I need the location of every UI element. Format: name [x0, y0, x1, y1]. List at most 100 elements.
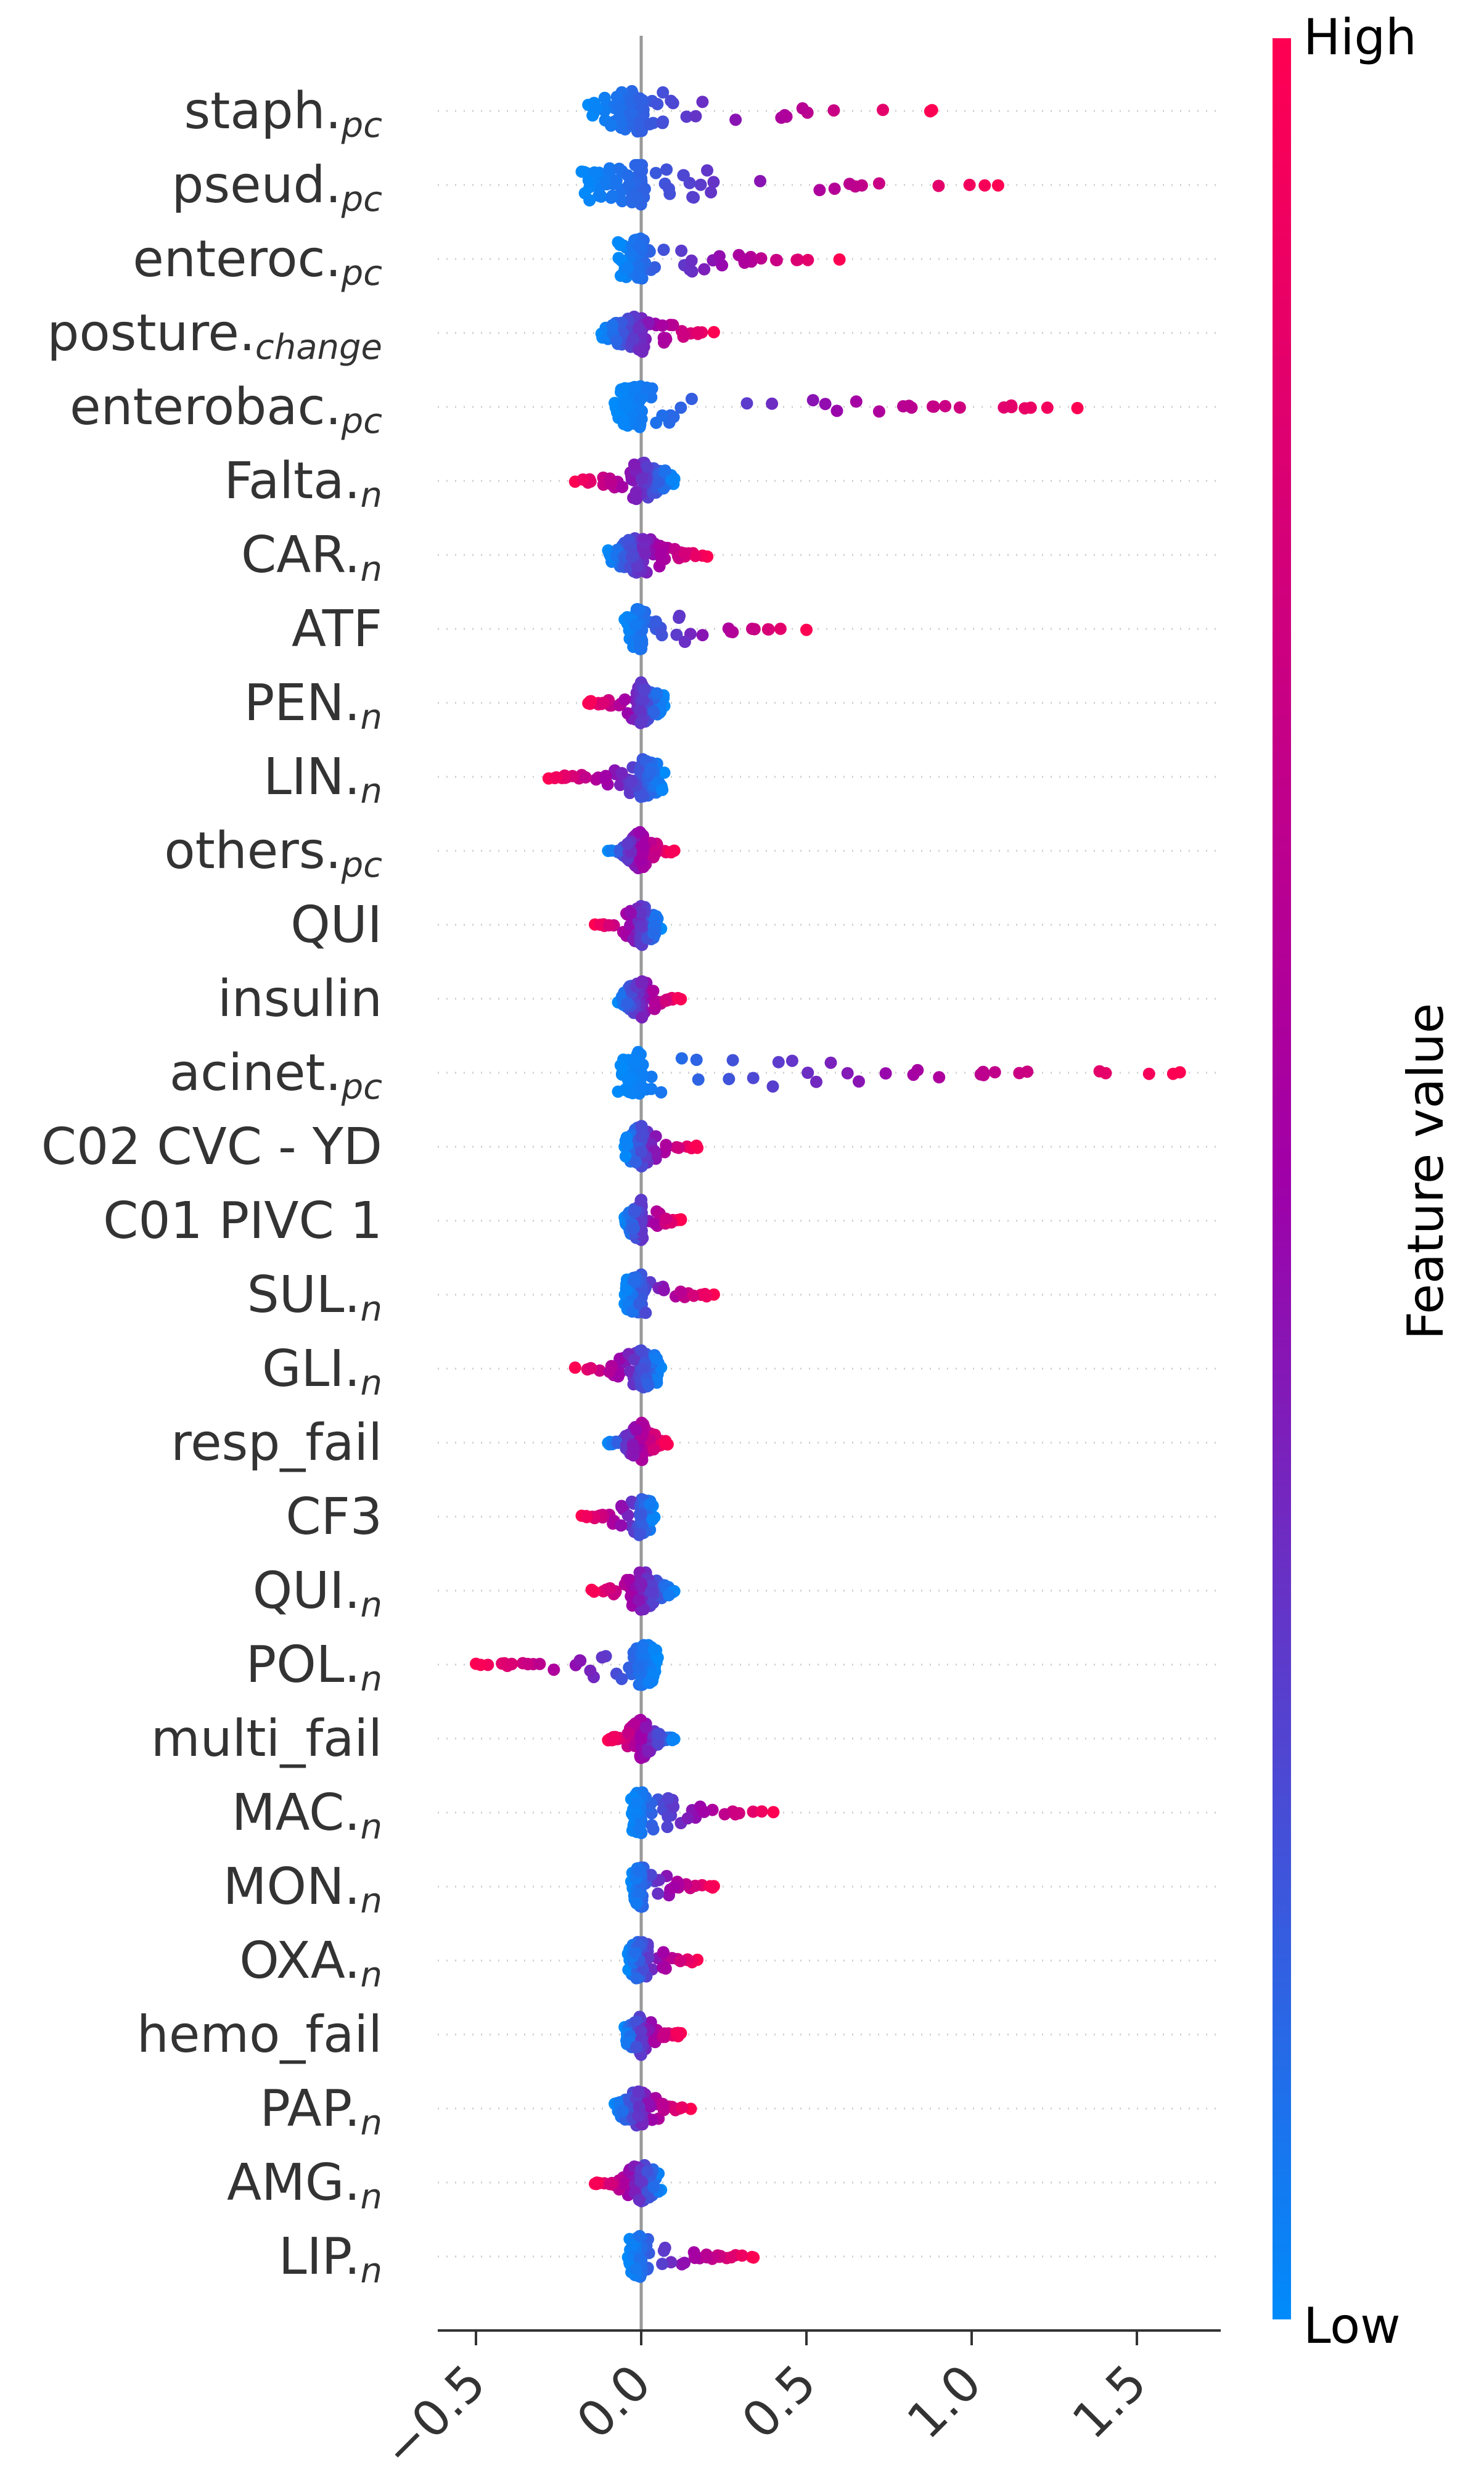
- data-point: [780, 110, 793, 123]
- data-point: [604, 472, 617, 485]
- feature-label: C02 CVC - YD: [41, 1118, 382, 1176]
- data-point: [628, 458, 641, 471]
- feature-label: others.pc: [164, 822, 382, 885]
- data-point: [665, 473, 678, 486]
- feature-label-base: CAR.: [241, 526, 360, 584]
- feature-label-base: staph.: [184, 82, 341, 141]
- feature-label-base: C01 PIVC 1: [103, 1192, 382, 1250]
- data-point: [634, 92, 646, 105]
- data-point: [614, 1059, 627, 1072]
- data-point: [1099, 1067, 1112, 1080]
- data-point: [850, 395, 863, 408]
- data-point: [634, 239, 646, 252]
- x-tick-label: 0.0: [566, 2354, 662, 2450]
- feature-label-base: insulin: [218, 970, 382, 1028]
- data-point: [677, 329, 690, 342]
- data-point: [627, 1442, 640, 1455]
- data-point: [689, 110, 702, 123]
- data-point: [703, 1880, 716, 1893]
- feature-label-base: LIP.: [279, 2228, 361, 2286]
- data-point: [631, 560, 644, 573]
- feature-label-base: QUI.: [253, 1562, 361, 1620]
- feature-label: SUL.n: [247, 1266, 382, 1329]
- data-point: [662, 1792, 674, 1805]
- data-point: [830, 404, 843, 417]
- data-point: [745, 2250, 758, 2263]
- data-point: [762, 623, 775, 636]
- data-point: [598, 91, 611, 104]
- data-point: [631, 1796, 644, 1809]
- data-point: [650, 416, 663, 429]
- data-point: [678, 636, 691, 648]
- data-point: [678, 547, 691, 560]
- data-point: [604, 1582, 617, 1595]
- data-point: [657, 244, 670, 256]
- data-point: [911, 1064, 924, 1076]
- data-point: [625, 776, 637, 789]
- feature-label-base: PAP.: [260, 2080, 360, 2138]
- data-point: [736, 2249, 748, 2262]
- data-point: [639, 1306, 652, 1319]
- data-point: [615, 1673, 628, 1686]
- feature-label: ATF: [292, 600, 382, 658]
- feature-label-subscript: n: [361, 549, 383, 589]
- feature-label: staph.pc: [184, 82, 382, 146]
- feature-label-base: multi_fail: [151, 1710, 382, 1768]
- data-point: [634, 906, 647, 919]
- data-point: [474, 1658, 487, 1671]
- data-point: [589, 773, 602, 786]
- data-point: [1024, 401, 1037, 414]
- data-point: [879, 1067, 892, 1080]
- feature-label: CF3: [285, 1488, 382, 1546]
- data-point: [696, 629, 709, 642]
- feature-label: QUI: [290, 896, 382, 954]
- feature-label-base: posture.: [47, 304, 255, 363]
- data-point: [647, 985, 660, 998]
- data-point: [637, 1963, 650, 1976]
- data-point: [658, 2027, 671, 2040]
- data-point: [649, 166, 662, 179]
- feature-label: AMG.n: [227, 2154, 382, 2217]
- data-point: [644, 766, 657, 779]
- data-point: [623, 178, 636, 191]
- data-point: [680, 110, 693, 123]
- feature-label-subscript: n: [361, 2177, 383, 2217]
- data-point: [660, 1212, 672, 1225]
- data-point: [877, 104, 889, 117]
- data-point: [617, 417, 630, 430]
- feature-label-subscript: n: [361, 2251, 383, 2291]
- data-point: [659, 1437, 672, 1450]
- data-point: [677, 169, 690, 182]
- feature-label: CAR.n: [241, 526, 382, 589]
- data-point: [872, 177, 885, 190]
- data-point: [932, 179, 945, 192]
- data-point: [903, 400, 916, 412]
- data-point: [645, 1585, 658, 1598]
- data-point: [978, 179, 991, 192]
- data-point: [646, 1513, 659, 1526]
- feature-label-base: AMG.: [227, 2154, 360, 2212]
- colorbar-title: Feature value: [1397, 1003, 1454, 1340]
- data-point: [615, 100, 628, 113]
- feature-label: MON.n: [223, 1858, 382, 1921]
- data-point: [754, 174, 766, 187]
- feature-label-subscript: pc: [341, 401, 383, 441]
- data-point: [698, 1805, 710, 1818]
- data-point: [645, 1869, 657, 1882]
- data-point: [813, 184, 826, 197]
- data-point: [632, 2110, 645, 2123]
- data-point: [616, 480, 629, 493]
- feature-label-subscript: n: [361, 1659, 383, 1699]
- data-point: [1166, 1067, 1179, 1080]
- data-point: [666, 1734, 679, 1747]
- data-point: [583, 194, 596, 207]
- data-point: [872, 405, 885, 418]
- feature-label: C01 PIVC 1: [103, 1192, 382, 1250]
- feature-labels: staph.pcpseud.pcenteroc.pcposture.change…: [41, 82, 382, 2291]
- data-point: [591, 2176, 604, 2189]
- feature-label-base: MON.: [223, 1858, 361, 1916]
- data-point: [636, 840, 649, 853]
- data-point: [618, 693, 631, 706]
- data-point: [629, 1155, 642, 1168]
- data-point: [636, 1080, 649, 1093]
